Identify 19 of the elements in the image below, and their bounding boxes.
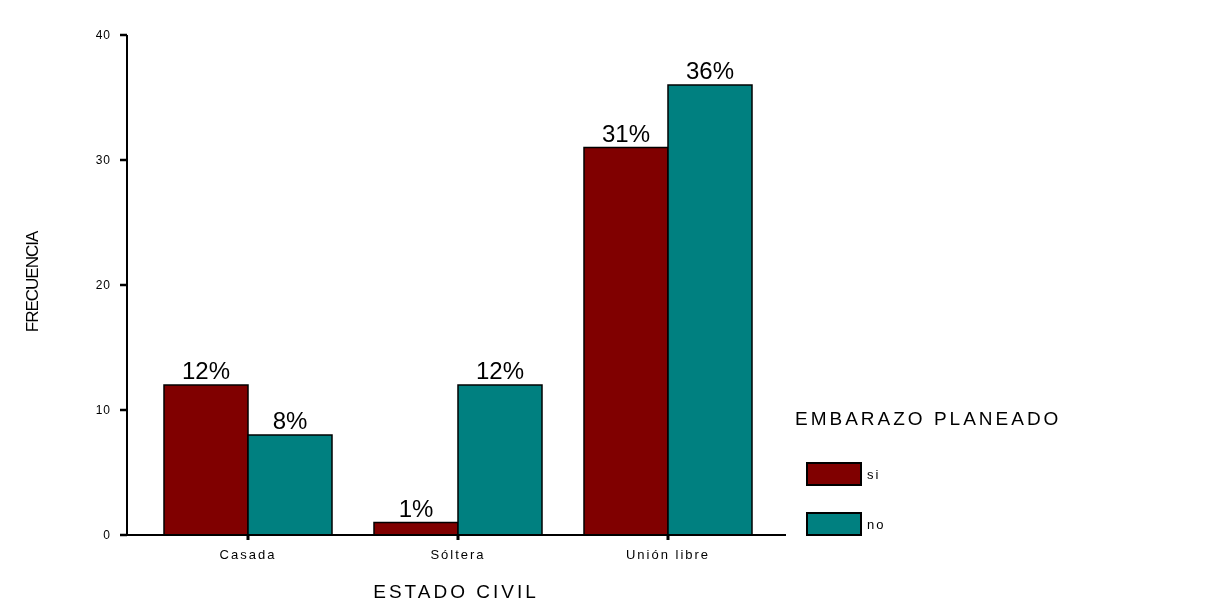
legend-label: si bbox=[867, 466, 881, 482]
y-tick-label: 0 bbox=[103, 528, 111, 543]
y-tick-label: 40 bbox=[95, 28, 111, 43]
x-tick-label: Unión libre bbox=[625, 547, 711, 562]
y-tick-label: 10 bbox=[95, 403, 111, 418]
x-tick-label: Casada bbox=[219, 547, 277, 562]
legend-label: no bbox=[867, 516, 886, 532]
data-label: 12% bbox=[475, 357, 525, 384]
x-tick-label: Sóltera bbox=[430, 547, 486, 562]
y-tick-label: 30 bbox=[95, 153, 111, 168]
data-label: 31% bbox=[601, 119, 651, 147]
data-label: 1% bbox=[398, 494, 434, 522]
y-tick-label: 20 bbox=[95, 278, 111, 293]
data-label: 8% bbox=[272, 407, 308, 434]
data-label: 36% bbox=[685, 57, 735, 84]
legend-title: EMBARAZO PLANEADO bbox=[795, 408, 1062, 429]
y-axis-title: FRECUENCIA bbox=[23, 230, 42, 333]
x-axis-title: ESTADO CIVIL bbox=[373, 581, 539, 602]
data-label: 12% bbox=[181, 357, 231, 384]
